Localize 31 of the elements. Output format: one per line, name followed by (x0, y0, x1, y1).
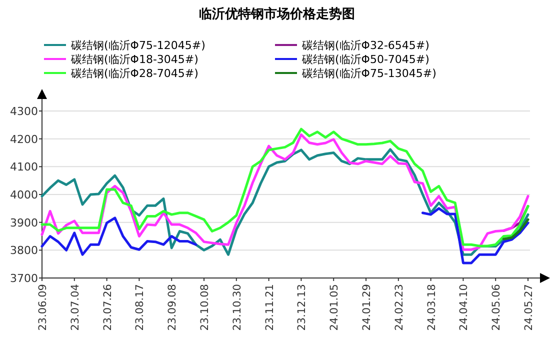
chart-title: 临沂优特钢市场价格走势图 (199, 6, 355, 22)
legend-label: 碳结钢(临沂Φ32-6545#) (301, 39, 430, 52)
legend-label: 碳结钢(临沂Φ75-13045#) (301, 67, 436, 80)
x-tick-label: 24.02.23 (393, 284, 406, 331)
y-tick-label: 4200 (10, 132, 38, 146)
x-tick-label: 23.06.09 (37, 284, 49, 331)
y-tick-label: 4100 (10, 160, 38, 174)
y-tick-label: 3900 (10, 216, 38, 230)
legend-label: 碳结钢(临沂Φ18-3045#) (70, 53, 198, 66)
y-tick-label: 4000 (10, 188, 38, 202)
x-tick-label: 23.12.13 (296, 284, 308, 331)
legend-label: 碳结钢(临沂Φ50-7045#) (301, 53, 430, 66)
legend-label: 碳结钢(临沂Φ75-12045#) (70, 39, 206, 52)
x-tick-label: 23.11.21 (264, 284, 276, 331)
y-tick-label: 3800 (10, 244, 38, 258)
x-tick-label: 24.03.18 (426, 284, 438, 331)
x-tick-label: 24.01.29 (361, 284, 373, 331)
x-tick-label: 23.08.17 (134, 284, 146, 331)
x-tick-label: 24.01.05 (328, 284, 341, 331)
line-series (502, 218, 530, 240)
x-tick-label: 23.10.08 (199, 284, 211, 331)
x-tick-label: 23.09.08 (166, 284, 179, 331)
x-tick-label: 24.05.27 (523, 284, 535, 331)
x-tick-label: 23.07.26 (102, 284, 114, 331)
legend-label: 碳结钢(临沂Φ28-7045#) (70, 67, 198, 80)
x-tick-label: 24.04.10 (458, 284, 470, 331)
x-tick-label: 23.07.04 (69, 284, 82, 331)
x-tick-label: 23.10.30 (231, 284, 244, 331)
y-tick-label: 3700 (10, 272, 38, 285)
y-tick-label: 4300 (10, 105, 38, 118)
x-tick-label: 24.05.06 (490, 284, 503, 331)
